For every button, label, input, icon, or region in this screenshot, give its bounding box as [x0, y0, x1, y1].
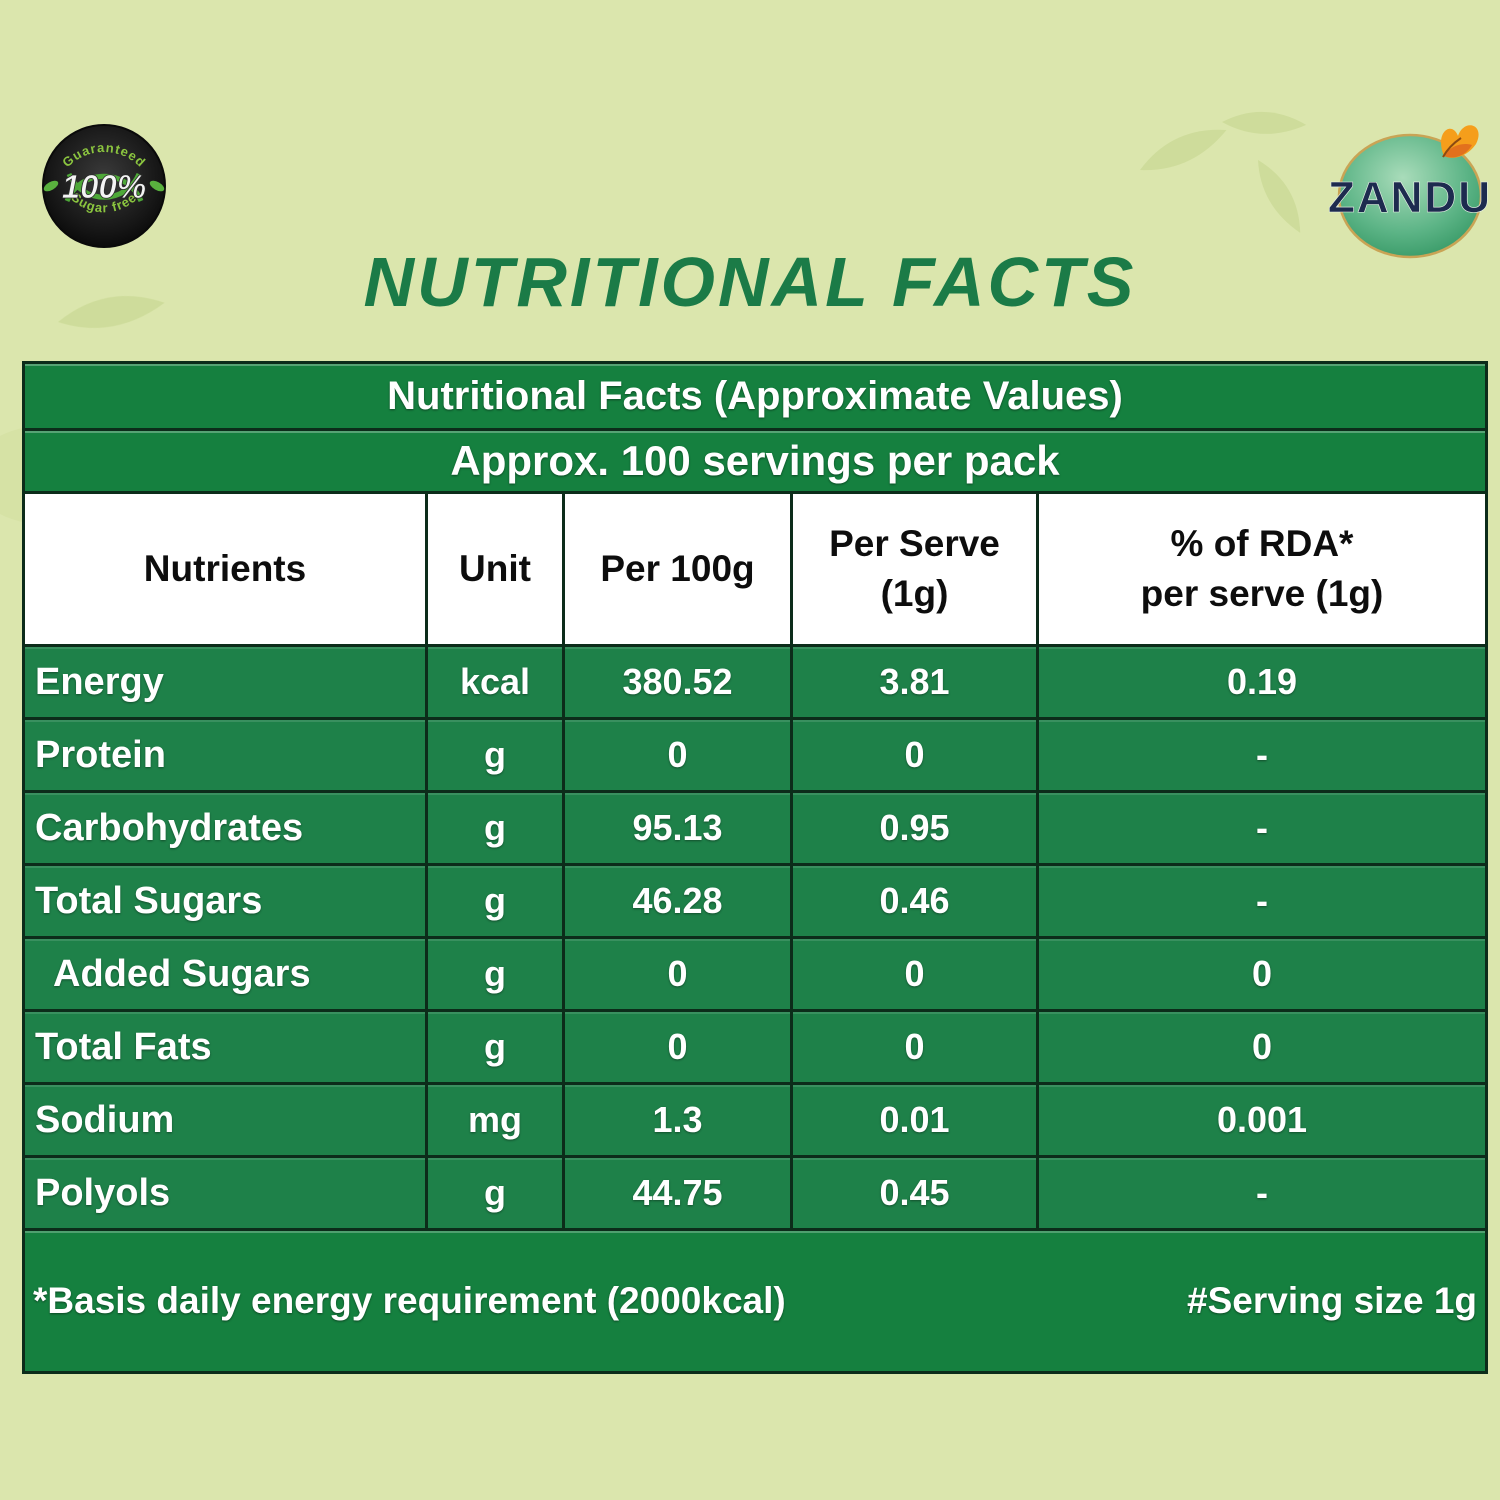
- cell-per_serve: 3.81: [793, 647, 1036, 717]
- col-header-per-100g: Per 100g: [565, 494, 790, 644]
- badge-circle: [42, 124, 166, 248]
- cell-rda: -: [1039, 793, 1485, 863]
- cell-rda: -: [1039, 720, 1485, 790]
- cell-nutrient: Energy: [25, 647, 425, 717]
- cell-per_100g: 1.3: [565, 1085, 790, 1155]
- cell-nutrient: Polyols: [25, 1158, 425, 1228]
- column-header-row: Nutrients Unit Per 100g Per Serve (1g) % …: [25, 494, 1485, 644]
- table-title: Nutritional Facts (Approximate Values): [25, 364, 1485, 428]
- nutrient-row: Added Sugars g 0 0 0: [25, 939, 1485, 1009]
- cell-unit: g: [428, 720, 562, 790]
- cell-per_100g: 95.13: [565, 793, 790, 863]
- cell-per_100g: 380.52: [565, 647, 790, 717]
- cell-unit: kcal: [428, 647, 562, 717]
- nutrition-table: Nutritional Facts (Approximate Values) A…: [22, 361, 1488, 1374]
- nutrient-row: Polyols g 44.75 0.45-: [25, 1158, 1485, 1228]
- cell-rda: 0: [1039, 1012, 1485, 1082]
- cell-rda: 0.001: [1039, 1085, 1485, 1155]
- cell-rda: -: [1039, 866, 1485, 936]
- cell-per_serve: 0.46: [793, 866, 1036, 936]
- cell-per_serve: 0.01: [793, 1085, 1036, 1155]
- cell-per_100g: 44.75: [565, 1158, 790, 1228]
- cell-rda: 0.19: [1039, 647, 1485, 717]
- cell-rda: 0: [1039, 939, 1485, 1009]
- cell-per_serve: 0.95: [793, 793, 1036, 863]
- leaf-icon: [43, 180, 59, 192]
- footnote-left: *Basis daily energy requirement (2000kca…: [33, 1280, 786, 1321]
- cell-nutrient: Sodium: [25, 1085, 425, 1155]
- nutrient-row: Energy kcal 380.52 3.81 0.19: [25, 647, 1485, 717]
- cell-per_100g: 0: [565, 720, 790, 790]
- cell-rda: -: [1039, 1158, 1485, 1228]
- guarantee-badge: Guaranteed Sugar free 100%: [42, 124, 166, 248]
- table-footer: *Basis daily energy requirement (2000kca…: [25, 1231, 1485, 1371]
- cell-nutrient: Total Sugars: [25, 866, 425, 936]
- nutrient-row: Total Sugars g 46.28 0.46-: [25, 866, 1485, 936]
- nutrient-row: Protein g 0 0-: [25, 720, 1485, 790]
- servings-subtitle: Approx. 100 servings per pack: [25, 431, 1485, 491]
- cell-per_100g: 0: [565, 939, 790, 1009]
- brand-name: ZANDU: [1328, 173, 1492, 222]
- cell-unit: g: [428, 939, 562, 1009]
- cell-per_100g: 0: [565, 1012, 790, 1082]
- col-header-per-serve: Per Serve (1g): [793, 494, 1036, 644]
- nutrient-row: Total Fats g 0 0 0: [25, 1012, 1485, 1082]
- leaf-icon: [1258, 160, 1301, 233]
- cell-nutrient: Carbohydrates: [25, 793, 425, 863]
- cell-per_serve: 0: [793, 720, 1036, 790]
- col-header-nutrients: Nutrients: [25, 494, 425, 644]
- footnote-right: #Serving size 1g: [1187, 1280, 1477, 1321]
- badge-center-text: 100%: [62, 168, 146, 205]
- cell-unit: g: [428, 1158, 562, 1228]
- cell-unit: g: [428, 866, 562, 936]
- zandu-logo: ZANDU: [1328, 125, 1492, 259]
- cell-per_100g: 46.28: [565, 866, 790, 936]
- cell-per_serve: 0.45: [793, 1158, 1036, 1228]
- leaf-icon: [1222, 111, 1307, 134]
- nutrient-row: Carbohydrates g 95.13 0.95-: [25, 793, 1485, 863]
- cell-per_serve: 0: [793, 1012, 1036, 1082]
- butterfly-icon: [1441, 125, 1479, 158]
- cell-unit: g: [428, 793, 562, 863]
- col-header-unit: Unit: [428, 494, 562, 644]
- badge-ring-arc: [64, 173, 144, 203]
- cell-unit: g: [428, 1012, 562, 1082]
- badge-ring-arc: [66, 172, 142, 200]
- cell-unit: mg: [428, 1085, 562, 1155]
- nutrient-row: Sodium mg 1.3 0.01 0.001: [25, 1085, 1485, 1155]
- logo-oval: [1337, 133, 1483, 259]
- cell-nutrient: Protein: [25, 720, 425, 790]
- cell-nutrient: Added Sugars: [25, 939, 425, 1009]
- leaf-icon: [149, 180, 165, 192]
- col-header-rda: % of RDA* per serve (1g): [1039, 494, 1485, 644]
- cell-per_serve: 0: [793, 939, 1036, 1009]
- cell-nutrient: Total Fats: [25, 1012, 425, 1082]
- leaf-icon: [1140, 129, 1227, 171]
- page-title: NUTRITIONAL FACTS: [363, 243, 1137, 321]
